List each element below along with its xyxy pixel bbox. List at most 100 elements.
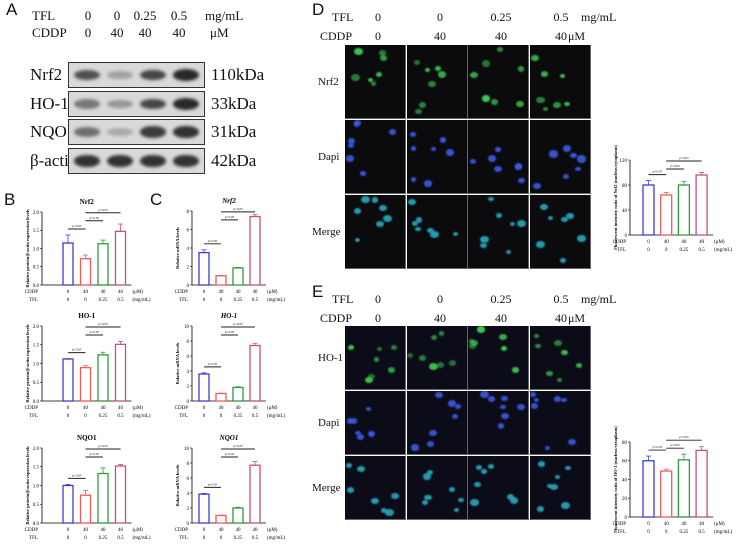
significance-label: p<0.05 (207, 482, 218, 486)
tfl-tick-label: 0.25 (680, 248, 689, 253)
fluorescence-image (406, 120, 468, 194)
cddp-unit: (μM) (133, 290, 144, 295)
cddp-tick-label: 40 (236, 290, 242, 295)
tfl-tick-label: 0 (647, 530, 650, 535)
bar (114, 465, 127, 524)
chart-c-nqo1: 0 2 4 6 8 10 NQO1 Relative mRNA levels 0 0 40 0 40 0.… (175, 434, 286, 541)
cddp-tick-label: 0 (67, 290, 70, 295)
tfl-unit: mg/mL (581, 292, 617, 306)
cddp-tick-label: 40 (664, 240, 670, 245)
cell (563, 145, 572, 152)
cell (353, 208, 361, 214)
cell (490, 99, 498, 105)
tfl-value: 0.25 (133, 8, 157, 23)
cell (447, 400, 456, 407)
cell (561, 397, 568, 403)
cddp-tick-label: 40 (699, 522, 705, 527)
cell (426, 469, 433, 475)
cell (500, 404, 507, 410)
tfl-unit: (mg/mL) (133, 414, 151, 419)
cell (371, 197, 379, 203)
tfl-tick-label: 0 (203, 414, 206, 419)
cell (480, 391, 490, 399)
cell (350, 418, 358, 424)
cell (427, 228, 434, 234)
cell (518, 177, 525, 183)
row-label: Dapi (318, 150, 340, 163)
cddp-tick-label: 40 (118, 406, 124, 411)
fluorescence-image (406, 195, 468, 269)
y-tick-label: 2 (187, 507, 190, 512)
cddp-label: CDDP (320, 311, 353, 325)
cell (376, 220, 385, 228)
cddp-tick-label: 40 (101, 406, 107, 411)
row-label: HO-1 (318, 351, 344, 364)
bar (215, 514, 227, 524)
significance-label: p<0.05 (71, 348, 82, 352)
cell (482, 94, 491, 102)
cell (476, 326, 486, 333)
cell (516, 100, 525, 108)
tfl-tick-label: 0.5 (252, 414, 259, 419)
significance-label: p<0.05 (207, 239, 218, 243)
cell (360, 171, 366, 176)
chart-title: HO-1 (220, 312, 237, 320)
cell (517, 66, 525, 72)
cell (368, 77, 374, 83)
cell (470, 71, 479, 78)
cell (379, 205, 387, 212)
y-tick-label: 40 (622, 478, 628, 483)
tfl-tick-label: 0.5 (117, 536, 124, 541)
y-tick-label: 0 (187, 400, 190, 405)
cddp-tick-label: 40 (236, 528, 242, 533)
tfl-row-label: TFL (179, 536, 188, 541)
cddp-tick-label: 40 (236, 406, 242, 411)
cell (448, 359, 456, 366)
cell (391, 344, 398, 350)
y-tick-label: 0.0 (33, 284, 40, 289)
chart-title: NQO1 (77, 434, 97, 442)
tfl-tick-label: 0.25 (234, 536, 243, 541)
cell (562, 173, 570, 180)
cell (553, 101, 561, 108)
tfl-value: 0.5 (170, 8, 188, 23)
y-axis-label: Relative mRNA levels (175, 464, 180, 506)
cell (570, 152, 577, 159)
cell (388, 129, 396, 136)
cell (500, 396, 508, 402)
cell (439, 137, 447, 143)
cell (546, 484, 552, 489)
panel-label-b: B (4, 190, 16, 209)
panel-label-a: A (6, 0, 18, 19)
y-tick-label: 0.5 (33, 503, 40, 508)
blot-band (173, 69, 199, 81)
cell (355, 431, 361, 436)
cell (413, 59, 421, 65)
bar (198, 493, 210, 524)
tfl-value: 0 (375, 292, 381, 306)
cddp-unit: (μM) (267, 406, 278, 411)
bar (62, 358, 74, 402)
chart-b-ho1: 0.0 0.5 1.0 1.5 2.0 HO-1 Relative protein/β-ac… (25, 312, 151, 419)
y-axis-label: Fluorescent intensity ratio of HO-1 (nuc… (613, 426, 618, 533)
cddp-tick-label: 40 (219, 528, 225, 533)
cddp-tick-label: 40 (118, 528, 124, 533)
cell (437, 71, 446, 78)
cell (517, 219, 527, 227)
y-tick-label: 4 (187, 492, 190, 497)
molecular-weight: 110kDa (211, 65, 265, 84)
significance-label: p<0.05 (89, 330, 100, 334)
cddp-value: 40 (138, 25, 152, 40)
significance-label: p<0.05 (232, 444, 243, 448)
cell (561, 216, 568, 222)
significance-label: p<0.05 (71, 224, 82, 228)
cddp-tick-label: 40 (699, 240, 705, 245)
cell (568, 438, 576, 445)
cell (554, 396, 562, 402)
y-tick-label: 0.0 (33, 522, 40, 527)
tfl-unit: mg/mL (205, 8, 244, 23)
blot-band (140, 155, 166, 167)
cddp-row-label: CDDP (25, 290, 39, 295)
